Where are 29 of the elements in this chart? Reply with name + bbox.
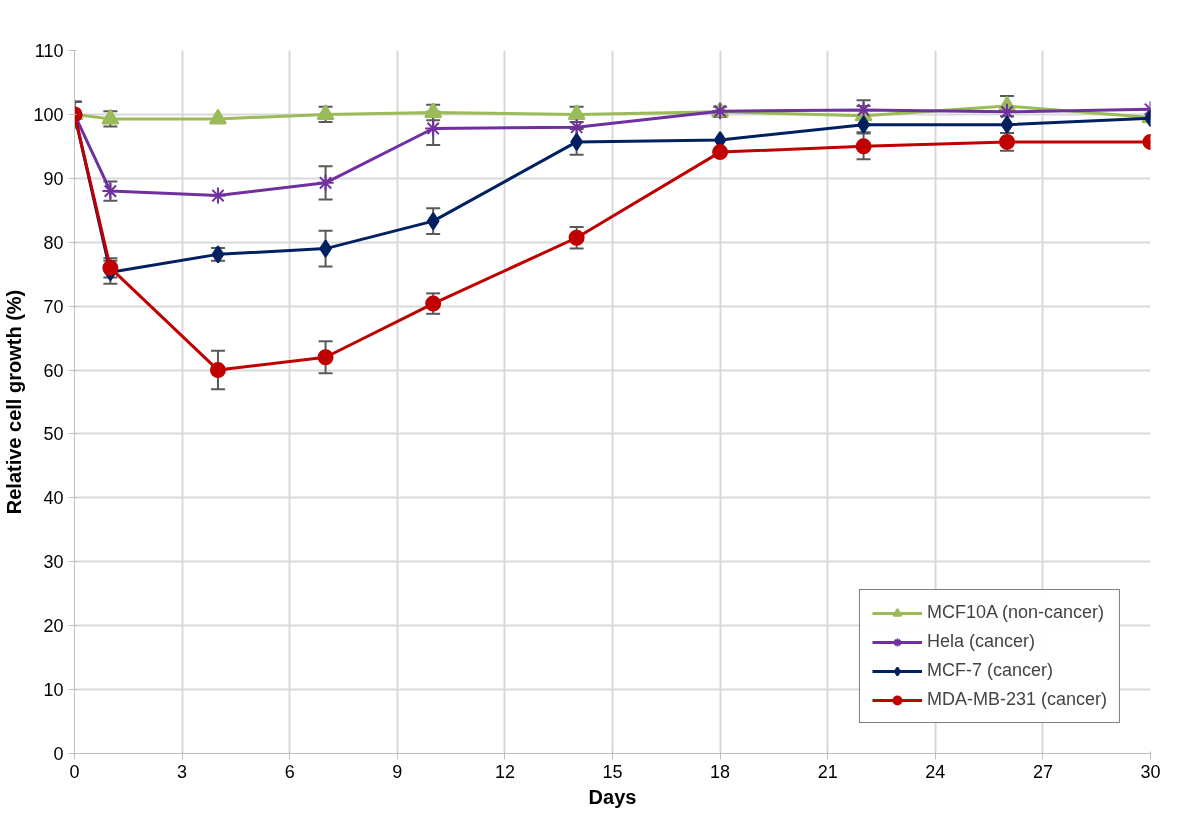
x-tick-label: 27 (1032, 761, 1053, 782)
legend-label: MCF-7 (cancer) (926, 660, 1053, 681)
legend-label: Hela (cancer) (926, 631, 1035, 652)
y-tick-label: 20 (43, 616, 64, 637)
y-tick-label: 60 (43, 360, 64, 381)
y-tick-label: 0 (53, 744, 64, 764)
y-tick-label: 80 (43, 232, 64, 253)
x-tick-label: 15 (602, 761, 623, 782)
y-tick-label: 100 (33, 104, 64, 125)
x-tick-label: 6 (284, 761, 295, 782)
x-tick-label: 0 (69, 761, 80, 782)
x-tick-label: 18 (710, 761, 731, 782)
x-tick-label: 3 (177, 761, 188, 782)
y-tick-label: 10 (43, 680, 64, 701)
x-axis-title: Days (588, 785, 637, 808)
x-tick-label: 30 (1140, 761, 1161, 782)
y-tick-label: 90 (43, 168, 64, 189)
x-tick-label: 9 (392, 761, 403, 782)
x-tick-label: 21 (817, 761, 838, 782)
y-axis-title: Relative cell growth (%) (3, 289, 26, 515)
legend-label: MDA-MB-231 (cancer) (926, 689, 1107, 710)
y-tick-label: 110 (34, 41, 64, 61)
legend-label: MCF10A (non-cancer) (926, 602, 1105, 623)
y-tick-label: 50 (43, 424, 64, 445)
y-tick-label: 30 (43, 552, 64, 573)
x-tick-label: 24 (925, 761, 946, 782)
x-tick-label: 12 (494, 761, 515, 782)
y-tick-label: 70 (43, 296, 64, 317)
y-tick-label: 40 (43, 488, 64, 509)
